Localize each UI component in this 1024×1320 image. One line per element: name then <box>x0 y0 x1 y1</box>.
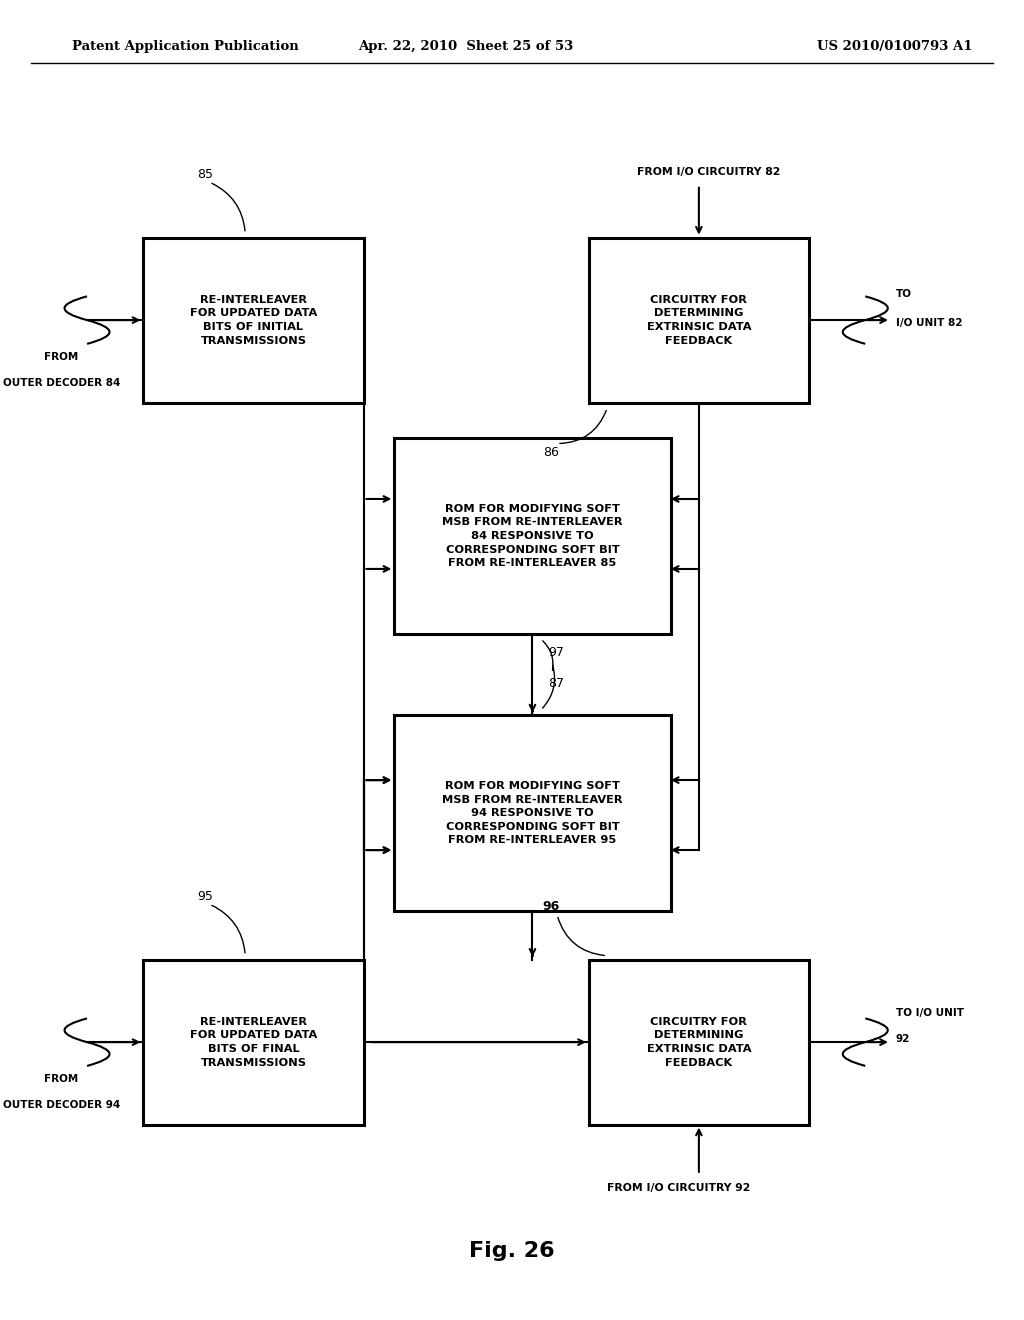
Text: 96: 96 <box>543 900 560 913</box>
Text: FROM I/O CIRCUITRY 92: FROM I/O CIRCUITRY 92 <box>606 1183 751 1193</box>
Text: RE-INTERLEAVER
FOR UPDATED DATA
BITS OF FINAL
TRANSMISSIONS: RE-INTERLEAVER FOR UPDATED DATA BITS OF … <box>189 1016 317 1068</box>
Text: 92: 92 <box>896 1035 910 1044</box>
Text: 97: 97 <box>548 645 564 659</box>
Text: 87: 87 <box>548 677 564 690</box>
Bar <box>143 960 364 1125</box>
Text: OUTER DECODER 94: OUTER DECODER 94 <box>3 1101 120 1110</box>
Bar <box>143 238 364 403</box>
Text: CIRCUITRY FOR
DETERMINING
EXTRINSIC DATA
FEEDBACK: CIRCUITRY FOR DETERMINING EXTRINSIC DATA… <box>646 294 752 346</box>
Text: Fig. 26: Fig. 26 <box>469 1241 555 1262</box>
Text: 86: 86 <box>543 446 559 459</box>
Text: TO I/O UNIT: TO I/O UNIT <box>896 1008 964 1018</box>
Text: OUTER DECODER 84: OUTER DECODER 84 <box>3 379 120 388</box>
Text: Patent Application Publication: Patent Application Publication <box>72 40 298 53</box>
Text: TO: TO <box>896 289 912 298</box>
Text: Apr. 22, 2010  Sheet 25 of 53: Apr. 22, 2010 Sheet 25 of 53 <box>358 40 573 53</box>
Bar <box>394 715 671 911</box>
Text: 85: 85 <box>197 168 213 181</box>
Text: FROM I/O CIRCUITRY 82: FROM I/O CIRCUITRY 82 <box>637 166 781 177</box>
Text: I/O UNIT 82: I/O UNIT 82 <box>896 318 963 327</box>
Text: CIRCUITRY FOR
DETERMINING
EXTRINSIC DATA
FEEDBACK: CIRCUITRY FOR DETERMINING EXTRINSIC DATA… <box>646 1016 752 1068</box>
Bar <box>589 960 809 1125</box>
Text: US 2010/0100793 A1: US 2010/0100793 A1 <box>817 40 973 53</box>
Text: ROM FOR MODIFYING SOFT
MSB FROM RE-INTERLEAVER
94 RESPONSIVE TO
CORRESPONDING SO: ROM FOR MODIFYING SOFT MSB FROM RE-INTER… <box>442 781 623 845</box>
Text: 95: 95 <box>197 890 213 903</box>
Text: FROM: FROM <box>44 352 79 362</box>
Bar <box>589 238 809 403</box>
Text: RE-INTERLEAVER
FOR UPDATED DATA
BITS OF INITIAL
TRANSMISSIONS: RE-INTERLEAVER FOR UPDATED DATA BITS OF … <box>189 294 317 346</box>
Text: FROM: FROM <box>44 1074 79 1084</box>
Text: ROM FOR MODIFYING SOFT
MSB FROM RE-INTERLEAVER
84 RESPONSIVE TO
CORRESPONDING SO: ROM FOR MODIFYING SOFT MSB FROM RE-INTER… <box>442 504 623 568</box>
Bar <box>394 438 671 634</box>
